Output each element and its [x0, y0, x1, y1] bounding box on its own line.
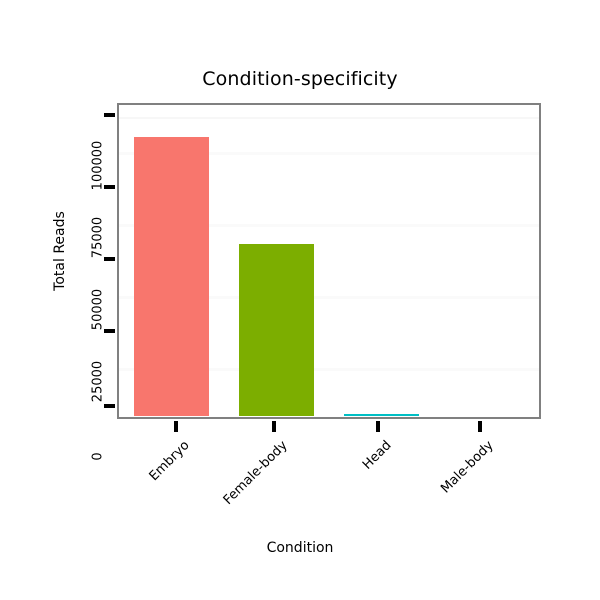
- x-axis-title: Condition: [266, 540, 334, 556]
- x-tick-mark: [272, 421, 276, 432]
- x-tick-label-head: Head: [359, 438, 395, 473]
- bar-embryo[interactable]: [133, 137, 210, 416]
- x-tick-mark: [478, 421, 482, 432]
- gridline-minor: [119, 152, 539, 155]
- gridline-major: [119, 117, 539, 119]
- x-tick-label-female-body: Female-body: [220, 438, 291, 508]
- x-tick-mark: [376, 421, 380, 432]
- y-tick-mark: [104, 257, 115, 261]
- gridline-minor: [119, 224, 539, 227]
- y-tick-label-0: 0: [90, 452, 106, 461]
- y-tick-mark: [104, 113, 115, 117]
- x-tick-mark: [174, 421, 178, 432]
- y-tick-mark: [104, 404, 115, 408]
- gridline-minor: [119, 296, 539, 299]
- x-tick-label-male-body: Male-body: [438, 438, 497, 497]
- plot-panel: [117, 103, 541, 419]
- bar-head[interactable]: [343, 414, 420, 416]
- bar-female-body[interactable]: [238, 244, 315, 416]
- y-tick-mark: [104, 329, 115, 333]
- y-tick-mark: [104, 185, 115, 189]
- chart-title: Condition-specificity: [202, 68, 398, 90]
- y-axis-title: Total Reads: [52, 211, 68, 291]
- gridline-minor: [119, 368, 539, 371]
